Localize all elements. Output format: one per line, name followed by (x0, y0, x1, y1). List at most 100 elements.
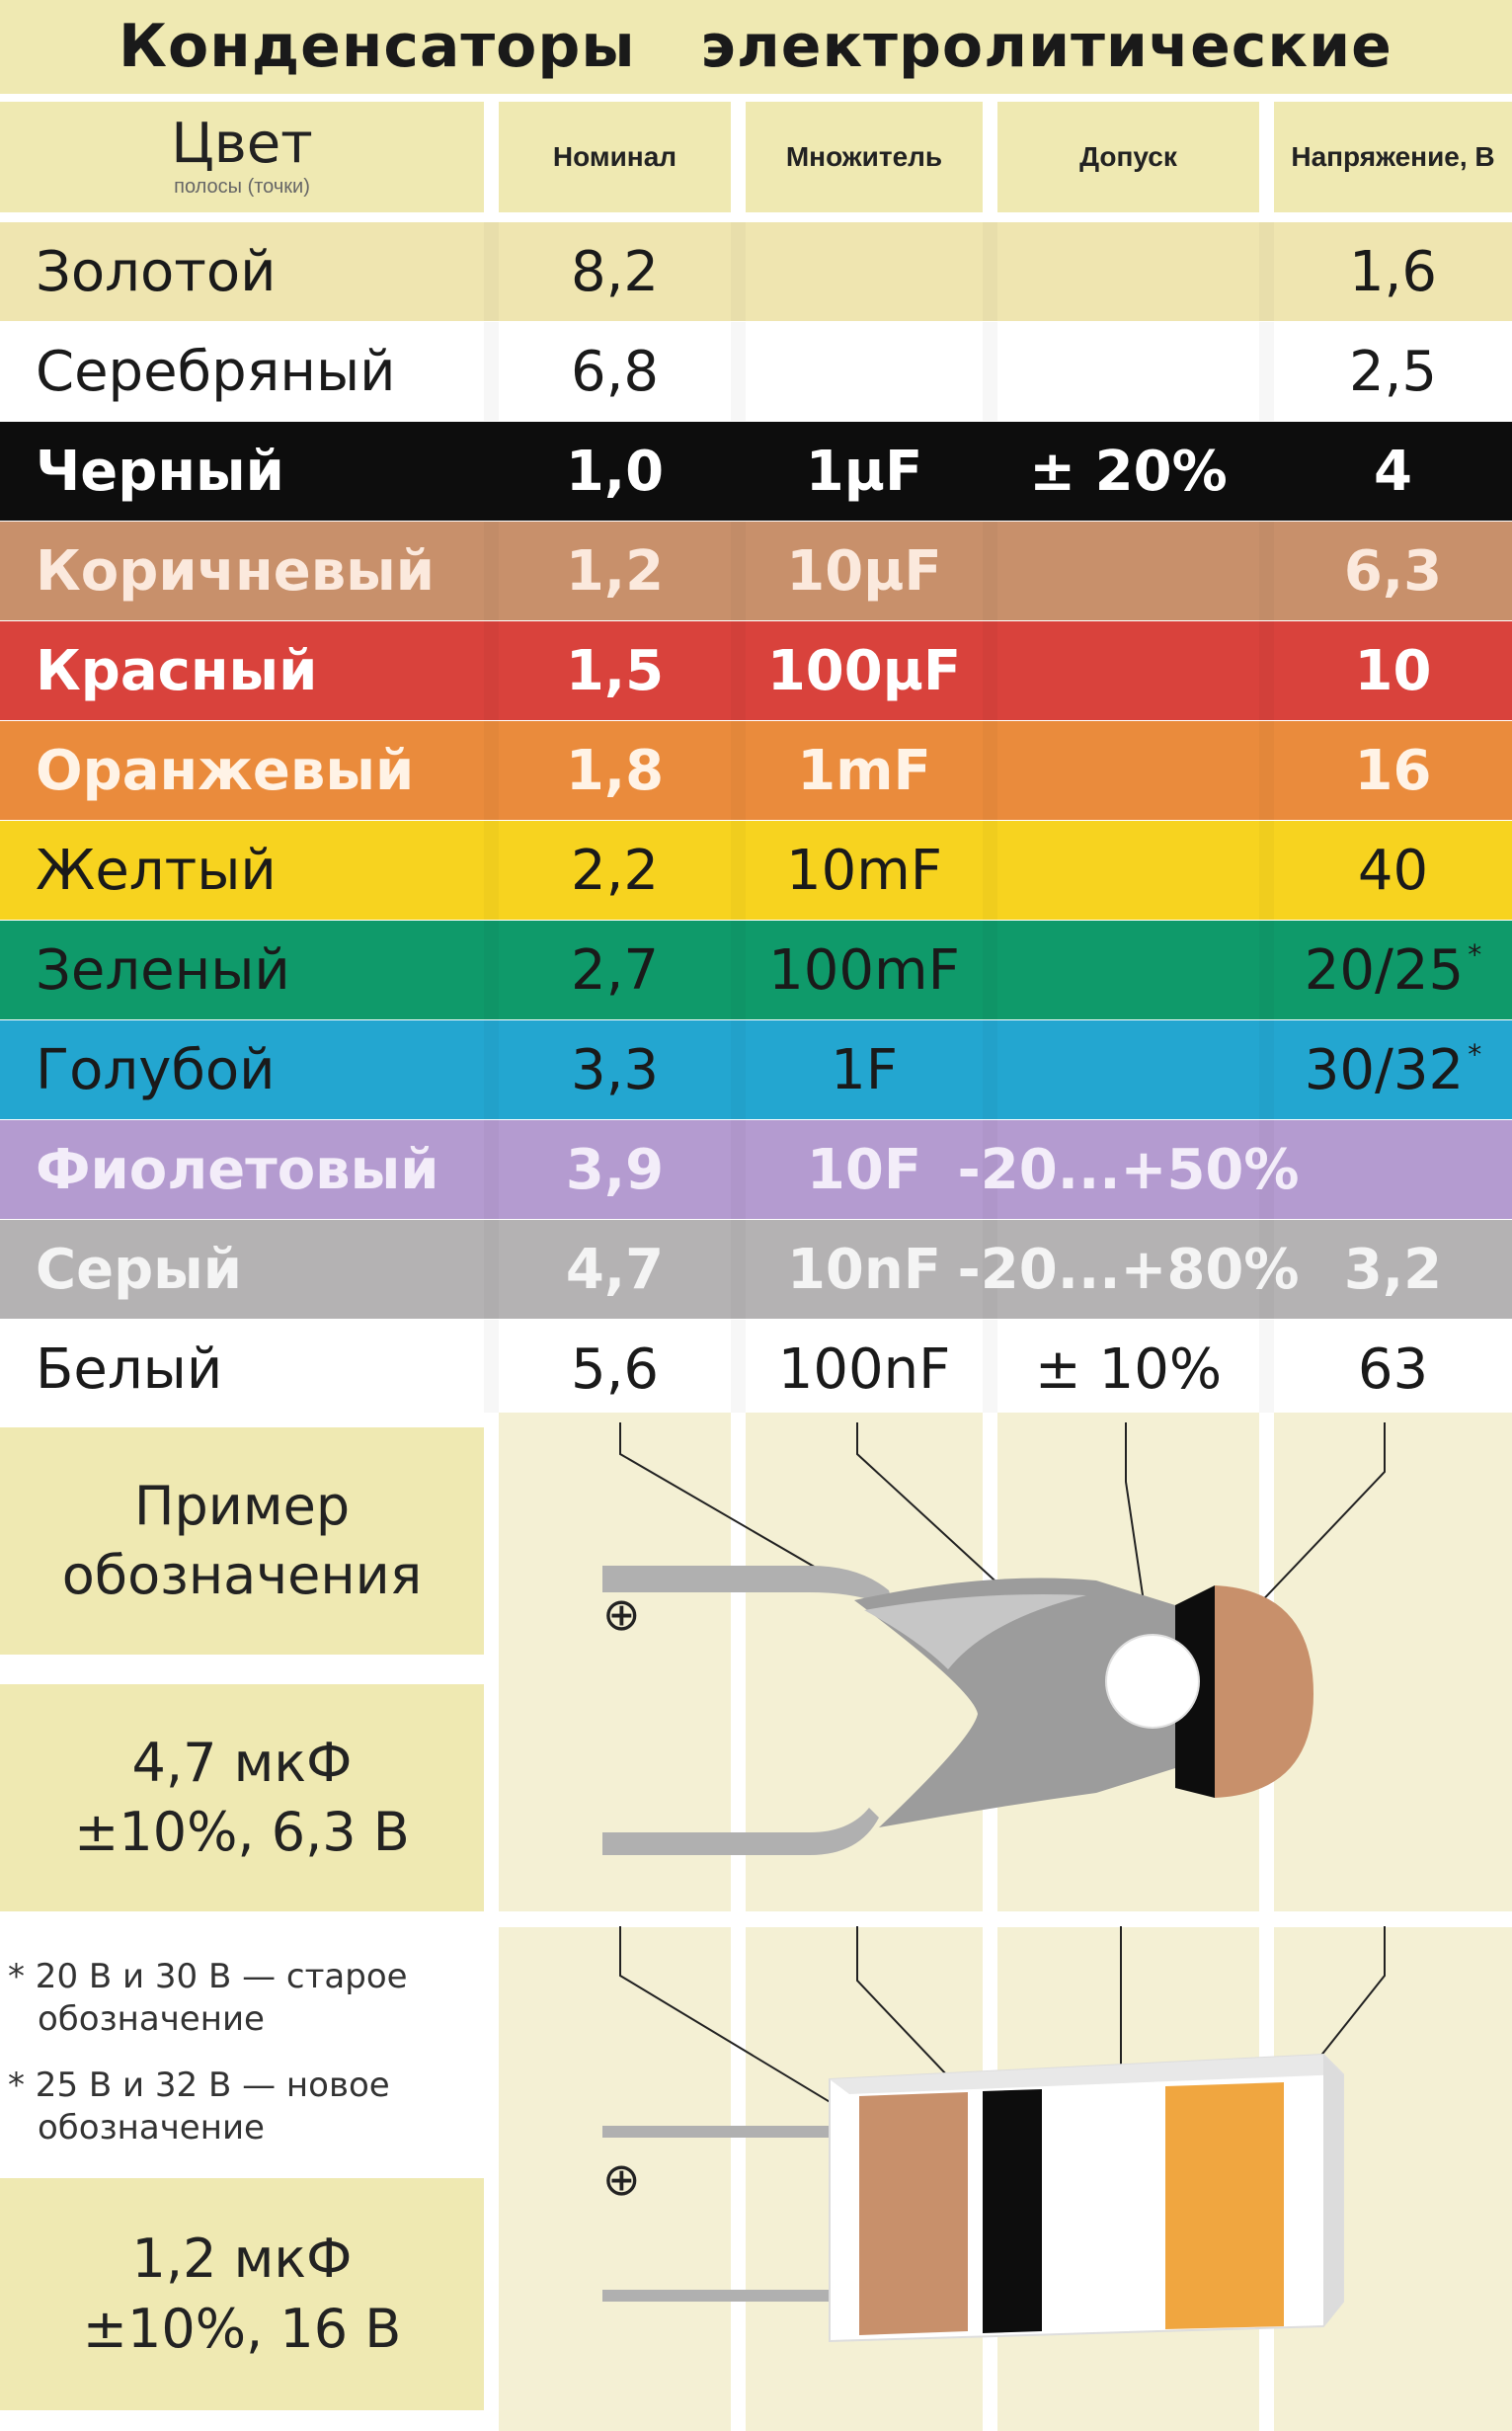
row-multiplier: 100µF (746, 621, 983, 720)
example-label-line1: Пример (133, 1474, 351, 1537)
row-color-name: Черный (0, 422, 519, 521)
row-color-name-text: Красный (36, 638, 318, 703)
row-color-name-text: Золотой (36, 239, 277, 304)
table-row: Фиолетовый 3,9 10F -20...+50% (0, 1120, 1512, 1219)
column-gutter (731, 721, 746, 820)
row-voltage-text: 2,5 (1348, 339, 1438, 404)
row-tolerance (997, 621, 1259, 720)
example-label-panel: Пример обозначения (0, 1427, 484, 1655)
column-gutter (731, 522, 746, 620)
row-color-name: Голубой (0, 1020, 519, 1119)
column-gutter (731, 1120, 746, 1219)
row-multiplier: 10µF (746, 522, 983, 620)
row-color-name: Желтый (0, 821, 519, 920)
row-nominal: 3,9 (499, 1120, 731, 1219)
row-nominal-text: 2,7 (570, 937, 660, 1003)
row-color-name: Коричневый (0, 522, 519, 620)
row-nominal: 1,5 (499, 621, 731, 720)
row-voltage-text: 30/32 (1304, 1037, 1465, 1102)
example2-value-panel: 1,2 мкФ ±10%, 16 В (0, 2178, 484, 2410)
tubular-capacitor (602, 2053, 1344, 2343)
column-gutter (983, 522, 997, 620)
table-row: Белый 5,6 100nF ± 10% 63 (0, 1320, 1512, 1418)
row-voltage-text: 40 (1357, 838, 1429, 903)
row-tolerance (997, 921, 1259, 1019)
row-multiplier: 1F (746, 1020, 983, 1119)
row-tolerance: -20...+80% (958, 1220, 1300, 1319)
header-nominal: Номинал (499, 102, 731, 212)
column-gutter (983, 1320, 997, 1418)
column-gutter (484, 921, 499, 1019)
row-color-name-text: Черный (36, 439, 284, 504)
table-row: Голубой 3,3 1F 30/32 * (0, 1020, 1512, 1119)
column-gutter (484, 721, 499, 820)
column-gutter (983, 721, 997, 820)
row-multiplier-text: 1mF (797, 738, 931, 803)
example-label-line2: обозначения (61, 1544, 423, 1606)
row-tolerance-text: -20...+80% (957, 1237, 1300, 1302)
row-voltage (1274, 1120, 1512, 1219)
row-voltage: 63 (1274, 1320, 1512, 1418)
row-voltage: 20/25 * (1274, 921, 1512, 1019)
footnote-new-line1: * 25 В и 32 В — новое (8, 2066, 390, 2105)
row-color-name: Красный (0, 621, 519, 720)
row-color-name: Серый (0, 1220, 519, 1319)
row-voltage-text: 16 (1354, 738, 1432, 803)
row-nominal-text: 1,0 (565, 439, 665, 504)
column-gutter (731, 621, 746, 720)
row-multiplier (746, 222, 983, 321)
row-nominal: 6,8 (499, 322, 731, 421)
row-voltage-text: 63 (1357, 1337, 1429, 1402)
column-gutter (484, 422, 499, 521)
row-nominal: 2,2 (499, 821, 731, 920)
row-color-name-text: Коричневый (36, 538, 436, 604)
column-gutter (731, 921, 746, 1019)
row-nominal: 5,6 (499, 1320, 731, 1418)
row-voltage: 16 (1274, 721, 1512, 820)
row-color-name: Белый (0, 1320, 519, 1418)
column-gutter (983, 1220, 997, 1319)
header-voltage-label: Напряжение, В (1291, 140, 1495, 172)
row-tolerance: ± 20% (997, 422, 1259, 521)
row-nominal-text: 5,6 (570, 1337, 660, 1402)
row-voltage-text: 3,2 (1343, 1237, 1443, 1302)
row-multiplier-text: 100mF (768, 937, 960, 1003)
row-color-name: Золотой (0, 222, 519, 321)
row-multiplier: 100mF (746, 921, 983, 1019)
row-voltage: 30/32 * (1274, 1020, 1512, 1119)
row-color-name-text: Голубой (36, 1037, 276, 1102)
row-multiplier-text: 1µF (805, 439, 923, 504)
column-gutter (484, 821, 499, 920)
example1-value-panel: 4,7 мкФ ±10%, 6,3 В (0, 1684, 484, 1911)
row-voltage-text: 4 (1374, 439, 1412, 504)
row-multiplier (746, 322, 983, 421)
table-row: Зеленый 2,7 100mF 20/25 * (0, 921, 1512, 1019)
row-color-name-text: Серый (36, 1237, 243, 1302)
column-gutter (484, 522, 499, 620)
table-row: Черный 1,0 1µF ± 20% 4 (0, 422, 1512, 521)
row-nominal: 4,7 (499, 1220, 731, 1319)
example1-line1: 4,7 мкФ (131, 1731, 353, 1794)
column-gutter (1259, 522, 1274, 620)
row-tolerance (997, 1020, 1259, 1119)
header-tolerance: Допуск (997, 102, 1259, 212)
capacitor-illustrations: ⊕ ⊕ (602, 1422, 1386, 2343)
table-row: Коричневый 1,2 10µF 6,3 (0, 522, 1512, 620)
column-gutter (1259, 821, 1274, 920)
row-voltage-text: 10 (1354, 638, 1432, 703)
polarity-plus-icon: ⊕ (602, 1587, 641, 1641)
footnote-old-line2: обозначение (38, 1998, 265, 2039)
column-gutter (1259, 1320, 1274, 1418)
column-gutter (1259, 1020, 1274, 1119)
row-nominal-text: 1,5 (565, 638, 665, 703)
column-gutter (484, 1120, 499, 1219)
column-gutter (983, 921, 997, 1019)
row-multiplier: 10mF (746, 821, 983, 920)
header-color: Цвет полосы (точки) (0, 102, 484, 212)
row-tolerance (997, 222, 1259, 321)
row-voltage-text: 20/25 (1304, 937, 1465, 1003)
row-voltage: 6,3 (1274, 522, 1512, 620)
polarity-plus-icon-2: ⊕ (602, 2152, 641, 2206)
column-gutter (983, 1020, 997, 1119)
row-tolerance: -20...+50% (958, 1120, 1300, 1219)
